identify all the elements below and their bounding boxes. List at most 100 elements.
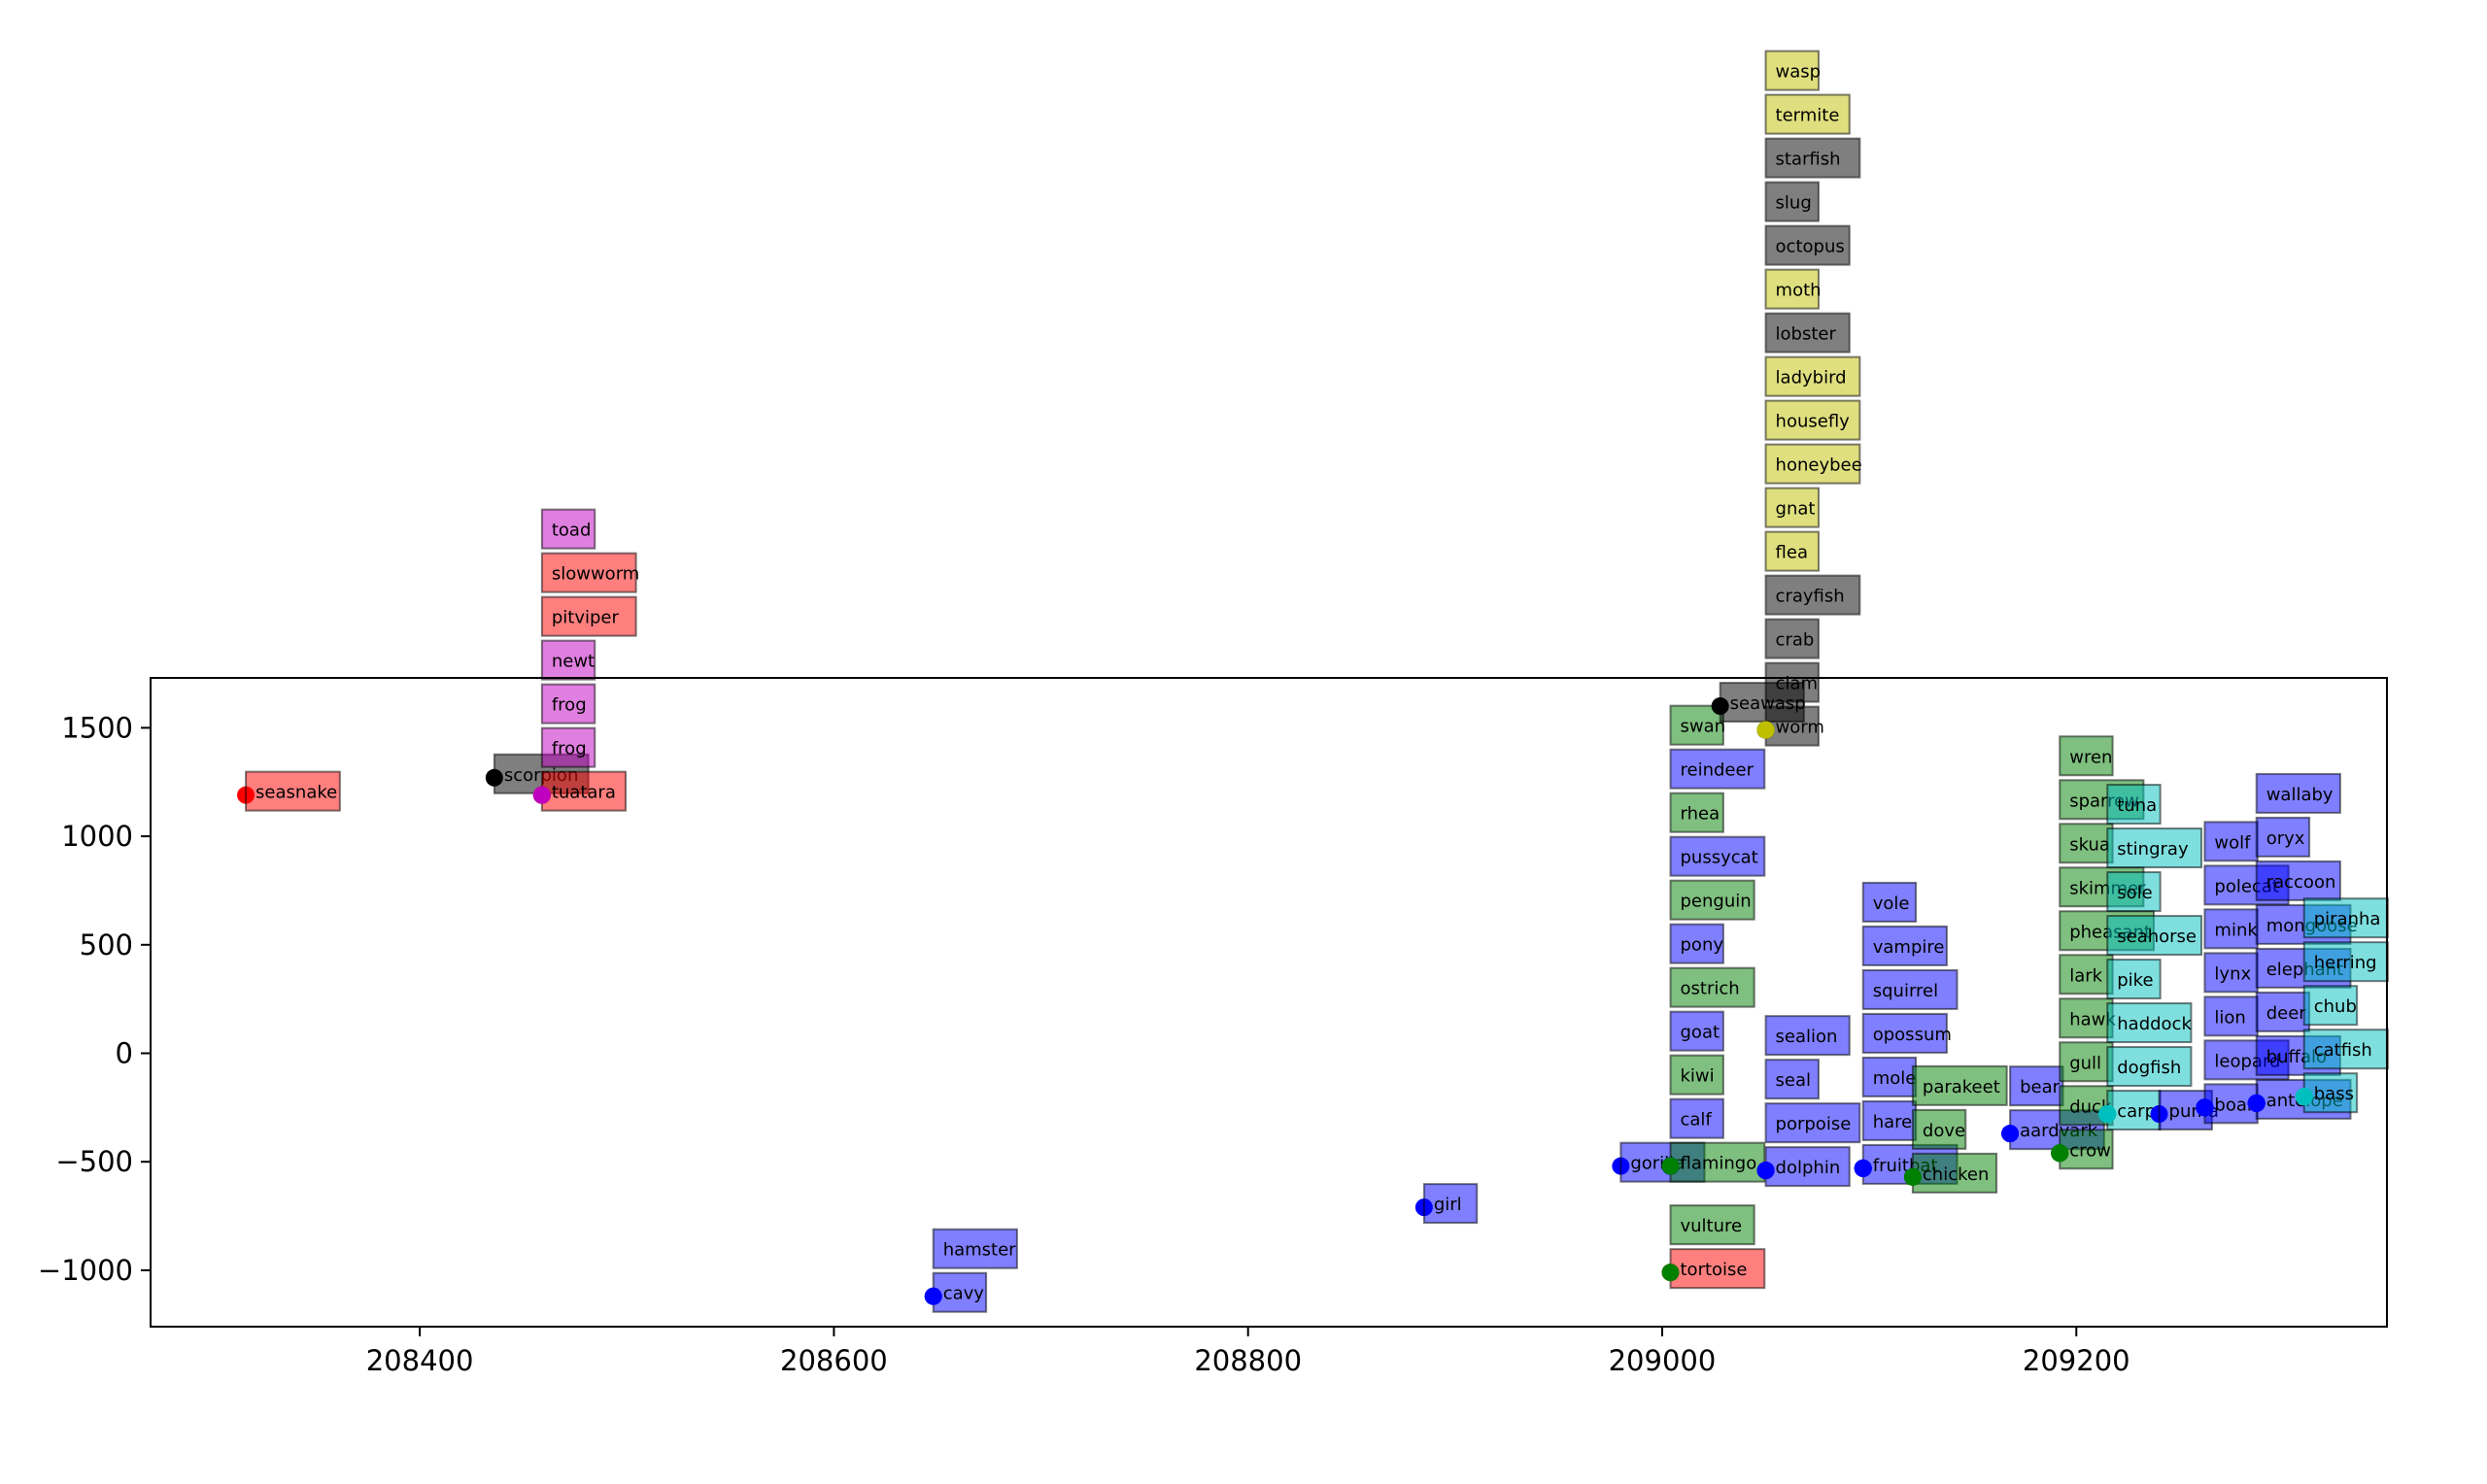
- point-label-box: [245, 770, 341, 812]
- y-tick-label: 1000: [61, 820, 133, 853]
- point-label-box: [1669, 792, 1724, 833]
- point-label-box: [1669, 748, 1766, 790]
- point-label: swan: [1681, 717, 1726, 737]
- point-label-box: [1911, 1064, 2008, 1106]
- point-label-box: [1669, 1097, 1724, 1139]
- point-label: penguin: [1681, 892, 1752, 912]
- point-label: hawk: [2069, 1009, 2116, 1029]
- point-label: flea: [1776, 543, 1808, 563]
- point-label: pitviper: [552, 608, 620, 628]
- point-label: wren: [2069, 747, 2112, 767]
- point-label-box: [1764, 487, 1820, 528]
- point-label: housefly: [1776, 412, 1851, 432]
- point-label-box: [2255, 816, 2311, 858]
- point-label: honeybee: [1776, 455, 1862, 476]
- point-label: stingray: [2117, 839, 2189, 860]
- point-label-box: [1764, 312, 1851, 354]
- point-label-box: [2059, 954, 2114, 995]
- point-label-box: [1764, 355, 1861, 397]
- point-label-box: [1764, 50, 1820, 91]
- point-label-box: [540, 683, 596, 725]
- point-label: goat: [1681, 1023, 1720, 1043]
- point-label-box: [1764, 224, 1851, 266]
- point-label-box: [2106, 784, 2162, 826]
- point-label: rhea: [1681, 804, 1720, 825]
- point-label-box: [1861, 1099, 1918, 1141]
- point-label-box: [2106, 871, 2162, 913]
- point-label-box: [1669, 1054, 1724, 1096]
- point-label-box: [1422, 1183, 1479, 1225]
- point-label: deer: [2266, 1003, 2307, 1024]
- point-label: tortoise: [1681, 1260, 1748, 1280]
- point-label: opossum: [1873, 1025, 1952, 1045]
- point-label: vulture: [1681, 1216, 1743, 1236]
- point-label: sole: [2117, 883, 2152, 903]
- point-label-box: [2009, 1065, 2064, 1107]
- point-label: boar: [2214, 1095, 2254, 1115]
- point-label: pussycat: [1681, 848, 1758, 868]
- point-label: piranha: [2314, 909, 2381, 929]
- point-label: girl: [1434, 1195, 1462, 1215]
- point-label: frog: [552, 695, 587, 716]
- point-label: porpoise: [1776, 1114, 1852, 1134]
- point-label: skua: [2069, 834, 2110, 855]
- point-label: dogfish: [2117, 1058, 2181, 1078]
- point-label: clam: [1776, 674, 1818, 694]
- point-marker: [2001, 1125, 2020, 1143]
- point-marker: [2051, 1144, 2069, 1163]
- point-label: cavy: [943, 1284, 985, 1304]
- point-label: ostrich: [1681, 979, 1740, 999]
- point-label: seasnake: [256, 783, 337, 803]
- point-label-box: [2302, 985, 2359, 1027]
- point-label: newt: [552, 652, 595, 672]
- point-label-box: [1764, 181, 1820, 222]
- point-label: starfish: [1776, 150, 1841, 170]
- point-label: sealion: [1776, 1027, 1838, 1047]
- point-marker: [2295, 1088, 2313, 1106]
- point-marker: [2247, 1094, 2266, 1112]
- point-label: herring: [2314, 953, 2377, 973]
- point-label: tuna: [2117, 795, 2157, 816]
- axes: 208400 208600 208800 209000 209200 1500 1000 50…: [38, 711, 2130, 1377]
- point-marker: [1756, 721, 1775, 739]
- point-label: catfish: [2314, 1040, 2372, 1061]
- point-label-box: [1669, 1204, 1755, 1246]
- point-label: lion: [2214, 1007, 2245, 1028]
- point-label-box: [2106, 1002, 2193, 1044]
- point-label-box: [1764, 661, 1820, 703]
- point-label: haddock: [2117, 1014, 2192, 1034]
- point-label: dolphin: [1776, 1158, 1841, 1178]
- point-label-box: [540, 639, 596, 681]
- point-label: carp: [2117, 1101, 2156, 1122]
- point-label-box: [2059, 823, 2114, 864]
- point-label: bear: [2020, 1077, 2061, 1097]
- point-label-box: [2059, 1129, 2114, 1170]
- point-label-box: [1764, 1059, 1820, 1100]
- y-tick-label: 500: [80, 928, 133, 961]
- point-marker: [1854, 1159, 1872, 1177]
- point-label-box: [1669, 835, 1766, 877]
- point-marker: [1903, 1167, 1922, 1186]
- point-label-box: [2203, 952, 2259, 994]
- point-label: gnat: [1776, 499, 1816, 520]
- point-label-box: [1764, 618, 1820, 659]
- point-marker: [2098, 1105, 2117, 1124]
- point-label: squirrel: [1873, 981, 1938, 1001]
- point-label-box: [2106, 915, 2203, 957]
- point-label: bass: [2314, 1084, 2354, 1104]
- point-label-box: [540, 726, 596, 768]
- point-label: kiwi: [1681, 1066, 1715, 1087]
- point-label: moth: [1776, 281, 1822, 301]
- point-label-box: [2255, 860, 2341, 901]
- point-label: wasp: [1776, 62, 1822, 83]
- point-label: ladybird: [1776, 368, 1847, 388]
- point-label-box: [1861, 1012, 1948, 1054]
- x-tick-label: 209200: [2023, 1344, 2130, 1377]
- point-label-box: [2255, 772, 2341, 814]
- point-label: termite: [1776, 106, 1840, 126]
- x-tick-label: 208400: [366, 1344, 474, 1377]
- point-label: calf: [1681, 1110, 1713, 1130]
- point-label-box: [1911, 1108, 1967, 1150]
- point-label-box: [1764, 268, 1820, 310]
- point-marker: [924, 1287, 942, 1305]
